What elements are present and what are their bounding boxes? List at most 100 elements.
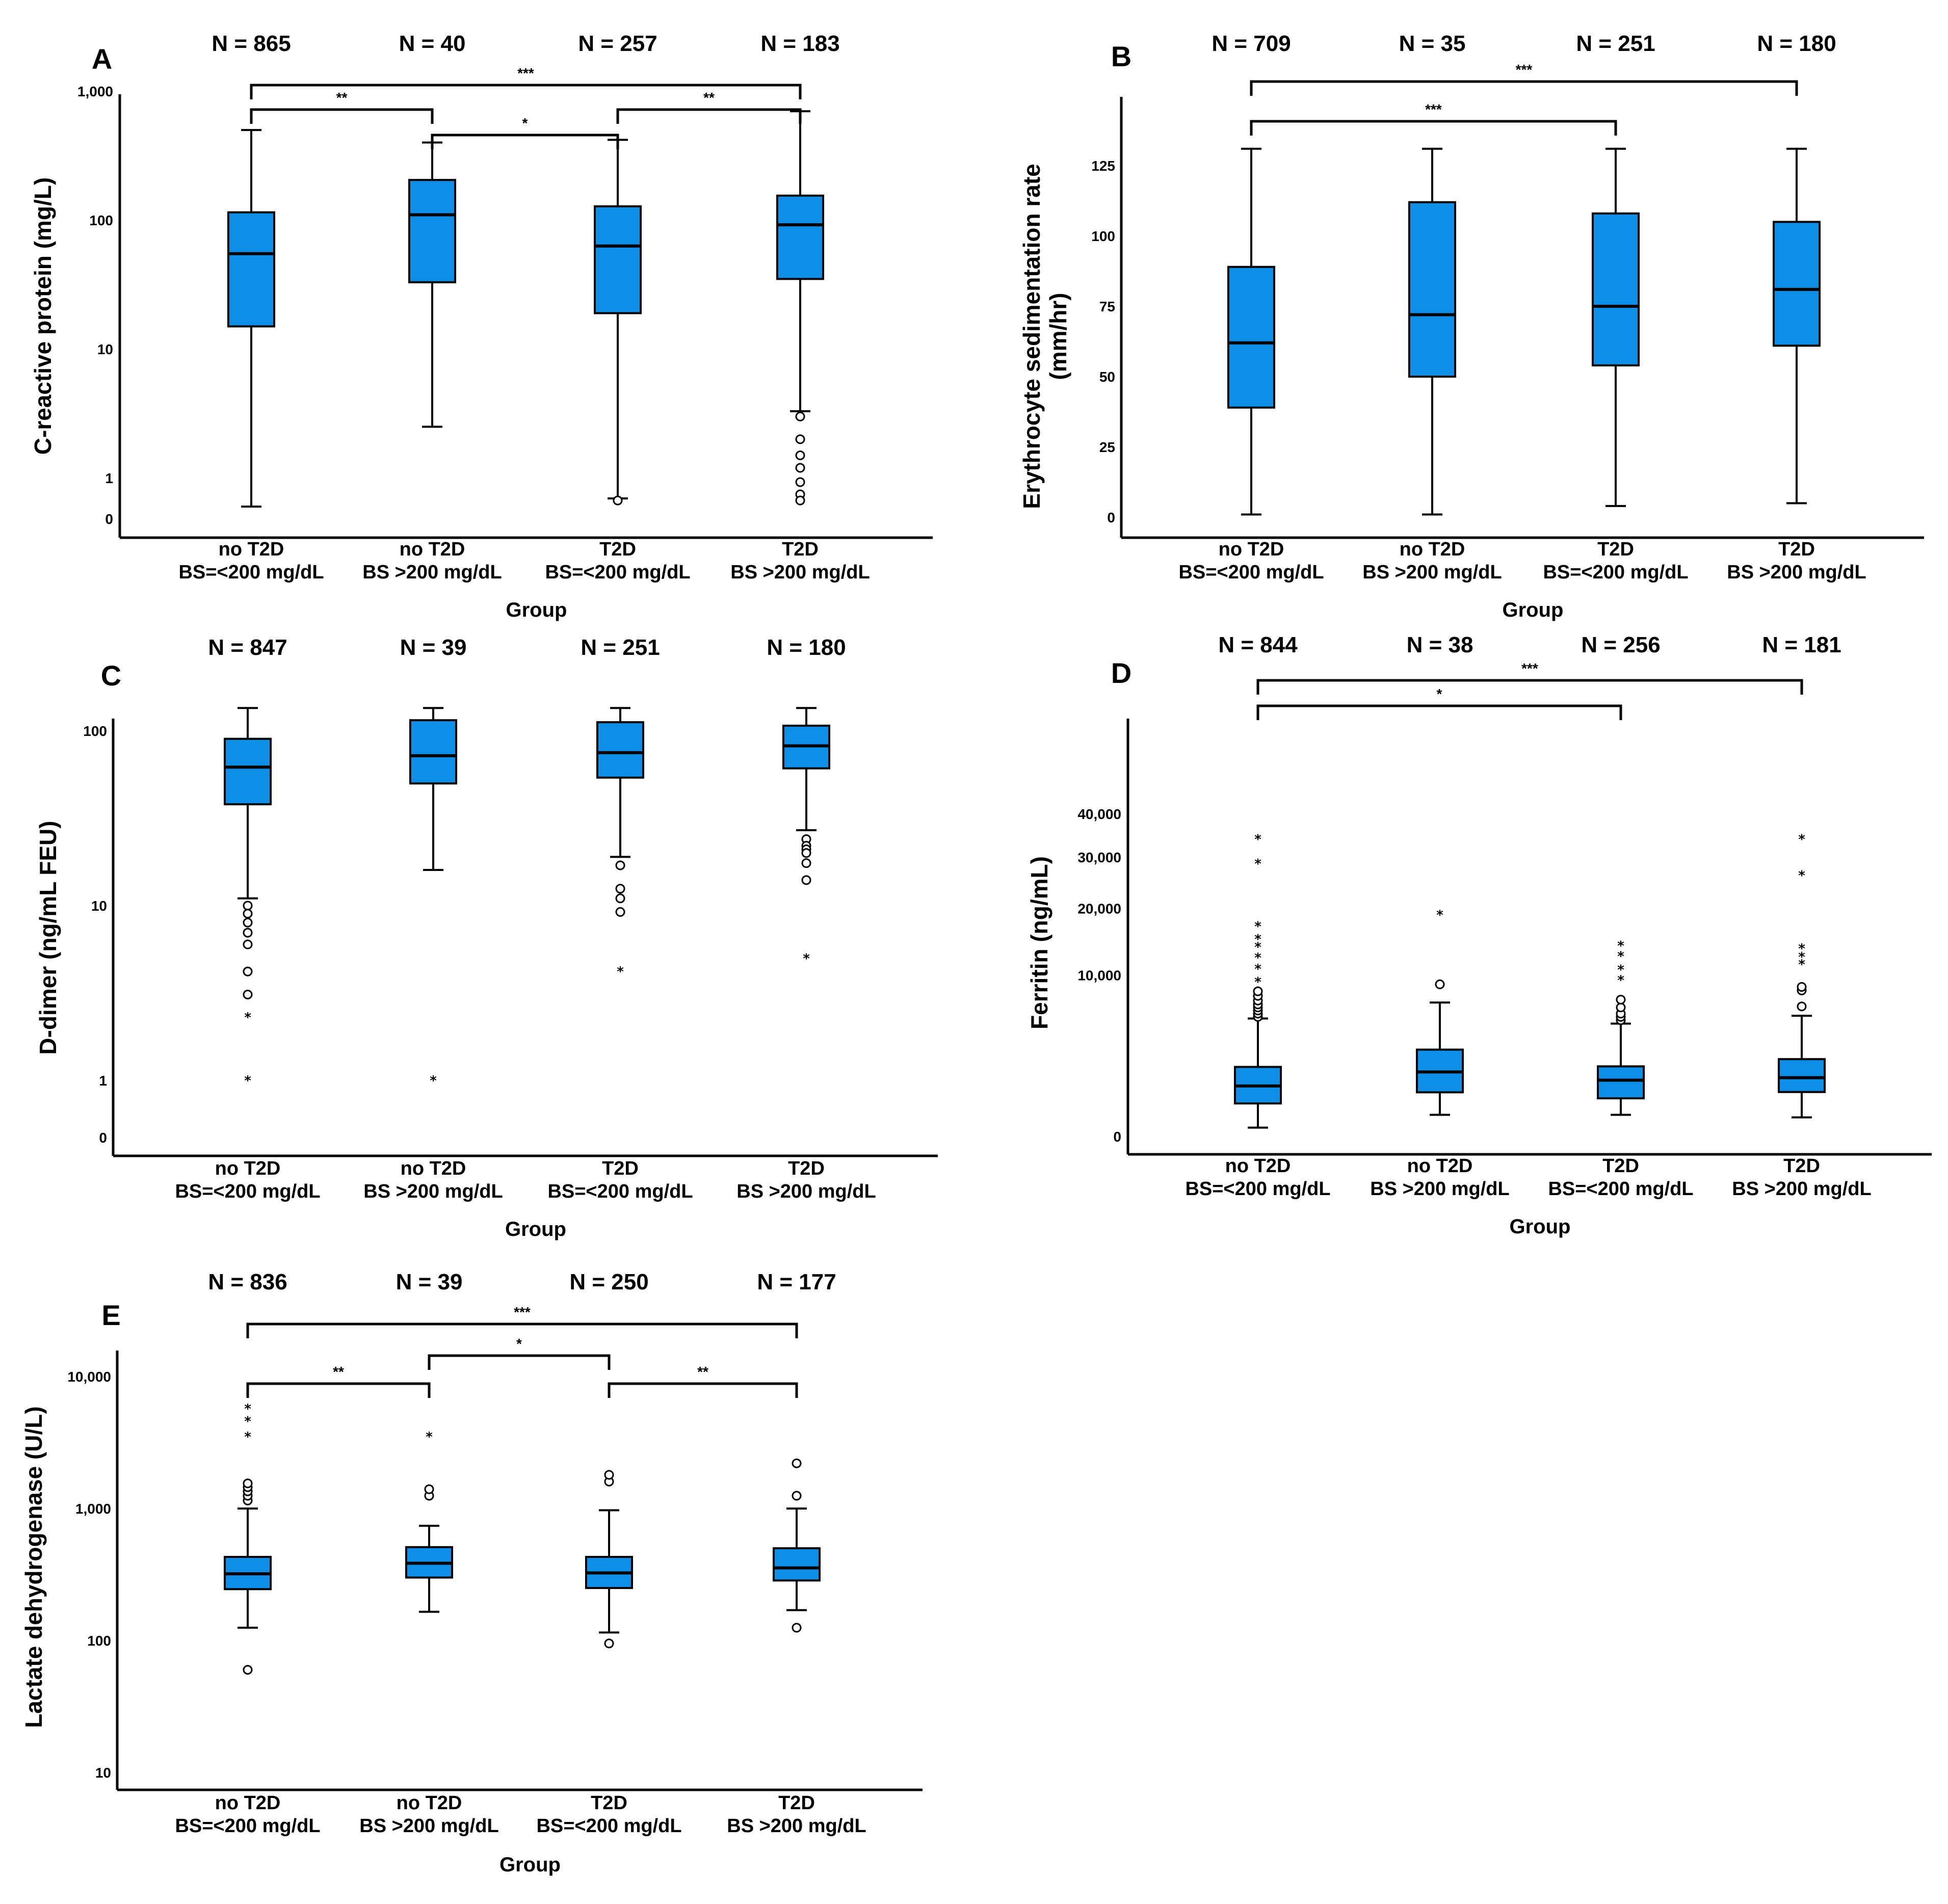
outlier-point <box>615 893 625 904</box>
significance-bracket <box>246 1382 431 1398</box>
extreme-point: * <box>1254 919 1261 934</box>
extreme-point: * <box>1254 932 1261 947</box>
extreme-point: * <box>1798 832 1805 847</box>
n-label: N = 844 <box>1218 632 1298 657</box>
significance-bracket <box>431 134 619 149</box>
extreme-point: * <box>1254 940 1261 955</box>
n-label: N = 181 <box>1762 632 1841 657</box>
y-tick-label: 40,000 <box>1077 806 1121 822</box>
x-category-label: T2D <box>1783 1155 1820 1177</box>
n-label: N = 35 <box>1399 31 1466 56</box>
x-category-sublabel: BS >200 mg/dL <box>730 562 870 583</box>
x-category-label: no T2D <box>215 1158 281 1179</box>
y-axis-label-line: (mm/hr) <box>1045 293 1071 380</box>
panel-letter: B <box>1111 40 1131 72</box>
panel-a: A N = 865 N = 40 N = 257 N = 183 0 1 10 100 1,000… <box>30 31 933 621</box>
extreme-point: * <box>1798 941 1805 957</box>
extreme-point: * <box>244 1414 251 1429</box>
n-label: N = 256 <box>1581 632 1660 657</box>
x-category-label: no T2D <box>1219 539 1284 560</box>
y-tick-label: 10 <box>95 1765 111 1781</box>
outlier-point <box>613 495 623 506</box>
panel-letter: D <box>1111 657 1131 689</box>
box-iqr <box>773 1547 821 1582</box>
x-category-sublabel: BS >200 mg/dL <box>359 1815 498 1837</box>
significance-label: *** <box>1516 62 1533 77</box>
outlier-point <box>792 1458 802 1468</box>
extreme-point: * <box>617 964 624 980</box>
outlier-point <box>243 928 253 938</box>
y-axis-label-line: Erythrocyte sedimentation rate <box>1018 164 1045 509</box>
significance-label: *** <box>1425 101 1442 117</box>
x-category-sublabel: BS >200 mg/dL <box>1732 1178 1871 1200</box>
extreme-point: * <box>244 1401 251 1417</box>
outlier-point <box>1616 1002 1626 1013</box>
panel-e: E N = 836 N = 39 N = 250 N = 177 10 100 1,000 10… <box>20 1270 923 1876</box>
y-axis-label: Erythrocyte sedimentation rate(mm/hr) <box>1018 164 1071 509</box>
y-axis-label: Ferritin (ng/mL) <box>1026 856 1052 1029</box>
x-category-sublabel: BS >200 mg/dL <box>1362 562 1502 583</box>
y-tick-label: 125 <box>1091 158 1115 174</box>
outlier-point <box>615 907 625 917</box>
outlier-point <box>243 966 253 976</box>
x-category-sublabel: BS=<200 mg/dL <box>536 1815 681 1837</box>
box-iqr <box>409 719 457 785</box>
outlier-point <box>1616 994 1626 1004</box>
n-label: N = 250 <box>569 1270 648 1294</box>
n-label: N = 39 <box>400 635 467 660</box>
x-category-label: no T2D <box>215 1792 281 1814</box>
y-tick-label: 20,000 <box>1077 901 1121 916</box>
x-category-sublabel: BS=<200 mg/dL <box>175 1815 320 1837</box>
y-tick-label: 100 <box>83 723 107 739</box>
box-iqr <box>594 205 642 314</box>
x-category-sublabel: BS >200 mg/dL <box>727 1815 866 1837</box>
x-category-label: no T2D <box>397 1792 462 1814</box>
outlier-point <box>795 434 805 444</box>
outlier-point <box>795 411 805 421</box>
outlier-point <box>801 848 811 858</box>
x-category-label: T2D <box>602 1158 639 1179</box>
extreme-point: * <box>1798 868 1805 884</box>
x-axis-title: Group <box>499 1854 561 1876</box>
panel-letter: E <box>101 1299 120 1331</box>
significance-bracket <box>1250 80 1798 96</box>
n-label: N = 709 <box>1212 31 1291 56</box>
y-tick-label: 25 <box>1099 439 1115 455</box>
x-category-label: T2D <box>788 1158 825 1179</box>
outlier-point <box>1253 986 1263 996</box>
y-tick-label: 1 <box>105 470 113 486</box>
box-iqr <box>1773 221 1821 347</box>
extreme-point: * <box>1254 974 1261 990</box>
n-label: N = 180 <box>1757 31 1836 56</box>
x-category-sublabel: BS=<200 mg/dL <box>1185 1178 1330 1200</box>
outlier-point <box>801 875 811 885</box>
x-category-sublabel: BS=<200 mg/dL <box>1178 562 1324 583</box>
significance-bracket <box>1256 704 1622 720</box>
outlier-point <box>615 860 625 870</box>
outlier-point <box>1797 982 1807 992</box>
n-label: N = 39 <box>396 1270 463 1294</box>
x-category-label: T2D <box>782 539 819 560</box>
significance-label: *** <box>517 65 534 81</box>
x-category-label: no T2D <box>1225 1155 1291 1177</box>
significance-label: * <box>522 115 528 131</box>
significance-label: * <box>1437 686 1442 702</box>
y-tick-label: 100 <box>87 1633 111 1649</box>
y-tick-label: 0 <box>105 511 113 527</box>
significance-bracket <box>1256 679 1803 695</box>
outlier-point <box>243 909 253 919</box>
y-tick-label: 1 <box>99 1073 107 1089</box>
outlier-point <box>604 1638 614 1649</box>
outlier-point <box>604 1470 614 1480</box>
y-tick-label: 30,000 <box>1077 850 1121 865</box>
significance-label: ** <box>336 90 348 105</box>
x-axis-title: Group <box>1510 1215 1571 1238</box>
outlier-point <box>615 884 625 894</box>
y-tick-label: 10,000 <box>67 1369 111 1385</box>
y-tick-label: 0 <box>1113 1129 1121 1145</box>
x-category-sublabel: BS=<200 mg/dL <box>178 562 324 583</box>
x-category-sublabel: BS=<200 mg/dL <box>545 562 690 583</box>
outlier-point <box>792 1623 802 1633</box>
x-category-label: T2D <box>1597 539 1634 560</box>
x-category-sublabel: BS >200 mg/dL <box>736 1181 876 1202</box>
